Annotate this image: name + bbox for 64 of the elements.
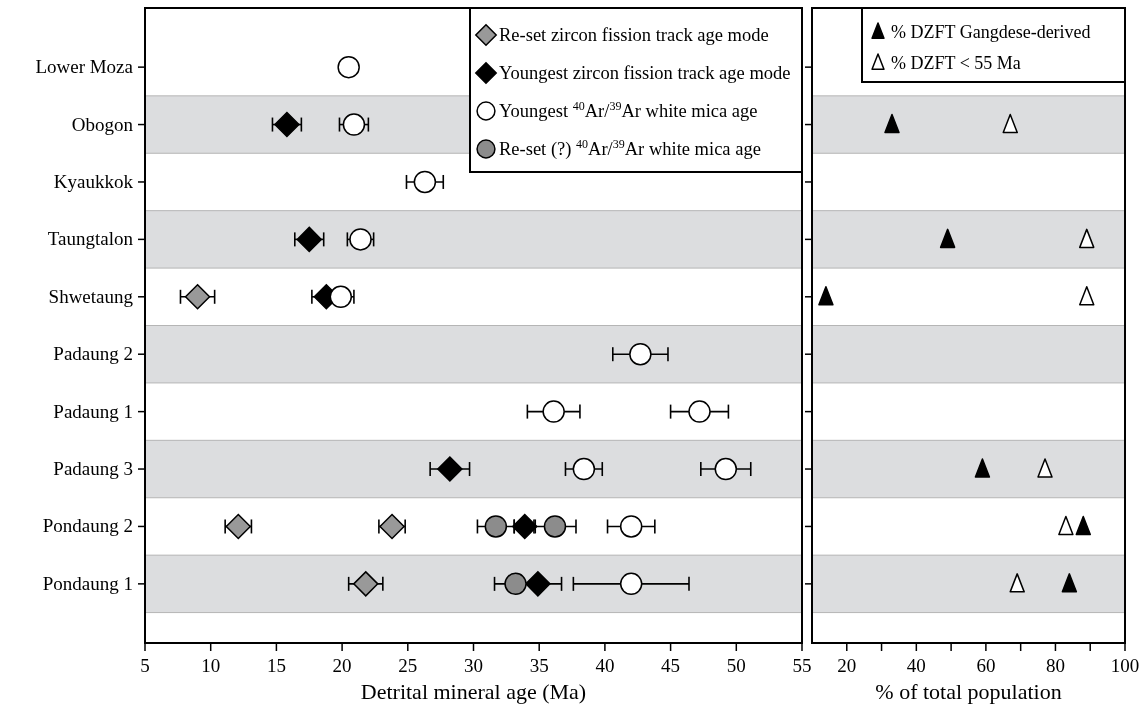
point (184, 284, 211, 310)
y-tick-label: Obogon (71, 113, 134, 135)
point (1078, 286, 1095, 306)
x-tick-label: 55 (792, 655, 812, 676)
point (1058, 515, 1074, 536)
x-tick-label: 35 (529, 655, 549, 676)
y-tick-label: Shwetaung (48, 285, 134, 307)
x-tick-label: 15 (266, 655, 286, 676)
x-tick-label: 80 (1045, 655, 1065, 676)
x-axis-title: Detrital mineral age (Ma) (360, 679, 587, 704)
point (1009, 573, 1025, 593)
point (974, 458, 991, 478)
y-tick-label: Padaung 2 (53, 343, 133, 365)
point (714, 457, 738, 481)
x-tick-label: 45 (661, 655, 681, 676)
x-tick-label: 20 (332, 655, 352, 676)
point (437, 456, 463, 482)
x-tick-label: 40 (595, 655, 615, 676)
y-tick-label: Pondaung 1 (42, 572, 133, 594)
legend-label: % DZFT Gangdese-derived (891, 21, 1091, 42)
point (525, 571, 551, 597)
x-tick-label: 30 (464, 655, 483, 676)
y-tick-label: Padaung 1 (53, 400, 133, 422)
point (296, 226, 322, 253)
point (512, 513, 538, 540)
y-tick-label: Lower Moza (35, 56, 134, 78)
point (543, 515, 567, 538)
point (379, 513, 405, 540)
point (1061, 573, 1078, 593)
x-axis-title: % of total population (875, 679, 1062, 704)
point (1078, 228, 1095, 249)
x-tick-label: 40 (906, 655, 926, 676)
point (504, 572, 527, 596)
y-tick-label: Kyaukkok (53, 170, 134, 192)
legend-label: % DZFT < 55 Ma (891, 52, 1021, 73)
point (939, 228, 956, 249)
legend-label: Youngest $^{40}$Ar/$^{39}$Ar white mica age (499, 99, 758, 121)
point (572, 457, 596, 481)
x-tick-label: 10 (201, 655, 221, 676)
x-tick-label: 50 (726, 655, 746, 676)
point (629, 342, 652, 366)
legend-label: Re-set zircon fission track age mode (499, 25, 769, 45)
x-tick-label: 5 (140, 655, 150, 676)
y-tick-label: Taungtalon (47, 228, 134, 250)
point (342, 113, 366, 136)
point (619, 572, 643, 596)
point (353, 571, 379, 597)
y-tick-label: Pondaung 2 (42, 515, 133, 537)
point (1002, 113, 1018, 134)
point (484, 515, 508, 538)
point (818, 286, 834, 306)
x-tick-label: 25 (398, 655, 418, 676)
point (1037, 458, 1053, 478)
x-tick-label: 20 (837, 655, 857, 676)
y-tick-label: Padaung 3 (53, 458, 133, 480)
legend-label: Youngest zircon fission track age mode (499, 63, 791, 83)
x-tick-label: 100 (1110, 655, 1140, 676)
legend-label: Re-set (?) $^{40}$Ar/$^{39}$Ar white mica age (499, 137, 761, 160)
point (225, 513, 252, 540)
point (1075, 515, 1092, 536)
point (884, 113, 900, 134)
x-tick-label: 60 (976, 655, 996, 676)
point (329, 285, 353, 309)
point (274, 111, 300, 138)
